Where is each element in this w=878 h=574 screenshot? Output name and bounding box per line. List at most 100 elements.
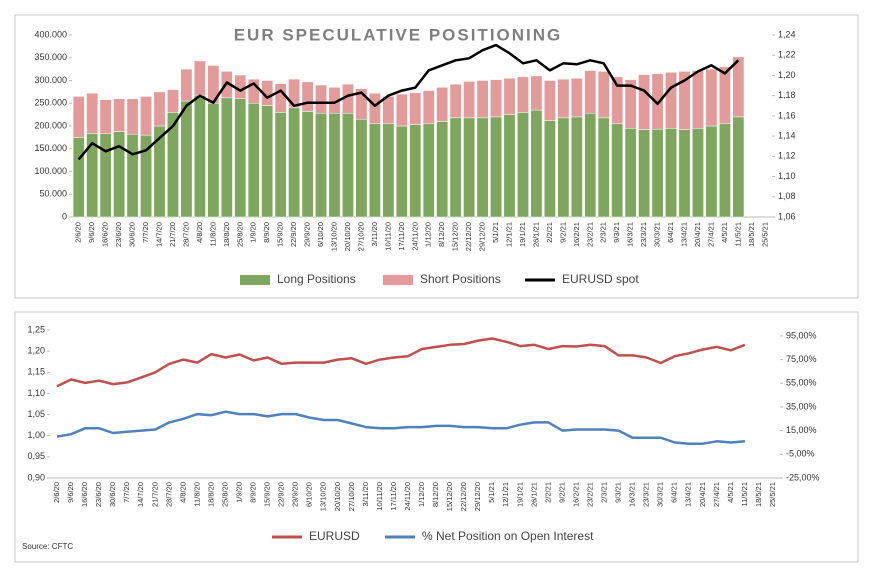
y2-tick-label: 1,06	[778, 211, 796, 221]
x-tick-label: 6/4/21	[666, 222, 675, 243]
x-tick-label: 3/11/20	[361, 482, 370, 506]
x-tick-label: 11/5/21	[740, 482, 749, 506]
y2-tick-label: 35,00%	[786, 401, 817, 411]
x-tick-label: 4/5/21	[720, 222, 729, 243]
y-tick-label: 1,10	[27, 388, 45, 398]
x-tick-label: 25/8/20	[220, 482, 229, 507]
x-tick-label: 9/3/21	[614, 482, 623, 503]
y-tick-label: 200.000	[34, 120, 67, 130]
x-tick-label: 13/10/20	[329, 222, 338, 251]
x-tick-label: 27/4/21	[706, 222, 715, 247]
legend-label: Short Positions	[420, 272, 501, 286]
bar	[449, 83, 462, 119]
bar	[651, 73, 664, 130]
x-tick-label: 23/6/20	[114, 222, 123, 247]
bar	[651, 128, 664, 218]
bar	[638, 74, 651, 130]
y-tick-label: 250.000	[34, 98, 67, 108]
x-tick-label: 10/11/20	[375, 482, 384, 511]
bar	[530, 75, 543, 111]
x-tick-label: 23/3/21	[642, 482, 651, 507]
x-tick-label: 7/7/20	[122, 482, 131, 503]
x-tick-label: 26/1/21	[531, 222, 540, 247]
x-tick-label: 16/6/20	[80, 482, 89, 507]
x-tick-label: 22/12/20	[464, 222, 473, 251]
x-tick-label: 18/5/21	[747, 222, 756, 247]
x-tick-label: 4/8/20	[195, 222, 204, 243]
x-tick-label: 2/6/20	[52, 482, 61, 503]
y2-tick-label: 1,12	[778, 151, 796, 161]
x-tick-label: 22/12/20	[459, 482, 468, 511]
y-tick-label: 0,90	[27, 472, 45, 482]
bar	[463, 81, 476, 119]
bar	[288, 107, 301, 218]
x-tick-label: 18/5/21	[754, 482, 763, 507]
bar	[382, 123, 395, 218]
x-tick-label: 1/9/20	[235, 482, 244, 503]
x-tick-label: 27/10/20	[356, 222, 365, 251]
x-tick-label: 11/8/20	[192, 482, 201, 506]
x-tick-label: 26/1/21	[529, 482, 538, 507]
y2-tick-label: 1,16	[778, 110, 796, 120]
x-tick-label: 18/8/20	[222, 222, 231, 247]
bar	[99, 99, 112, 134]
legend-label: EURUSD	[309, 529, 360, 543]
bar	[517, 112, 529, 218]
y-tick-label: 400.000	[34, 29, 67, 39]
x-tick-label: 28/7/20	[181, 222, 190, 247]
x-tick-label: 30/6/20	[128, 222, 137, 247]
x-tick-label: 13/4/21	[684, 482, 693, 507]
bar	[247, 103, 260, 218]
y2-tick-label: 1,24	[778, 29, 796, 39]
y-tick-label: 1,15	[27, 367, 45, 377]
y2-tick-label: 95,00%	[786, 330, 817, 340]
x-tick-label: 22/9/20	[289, 222, 298, 247]
x-tick-label: 27/4/21	[712, 482, 721, 507]
bar	[140, 96, 152, 136]
bar	[503, 114, 516, 218]
y-tick-label: 0,95	[27, 451, 45, 461]
bar	[692, 70, 704, 129]
bar	[718, 66, 731, 124]
x-tick-label: 17/11/20	[389, 482, 398, 511]
y2-tick-label: 75,00%	[786, 354, 817, 364]
bar	[678, 129, 691, 218]
bar	[261, 105, 274, 218]
x-tick-label: 8/9/20	[249, 482, 258, 503]
y-tick-label: 1,05	[27, 409, 45, 419]
x-tick-label: 23/2/21	[585, 482, 594, 507]
bar	[665, 72, 677, 129]
bar	[409, 92, 422, 125]
x-tick-label: 2/6/20	[74, 222, 83, 243]
bar	[597, 117, 610, 218]
x-tick-label: 24/11/20	[403, 482, 412, 511]
x-tick-label: 6/4/21	[670, 482, 679, 503]
x-tick-label: 13/10/20	[319, 482, 328, 511]
bar	[99, 133, 112, 218]
x-tick-label: 29/9/20	[303, 222, 312, 247]
x-tick-label: 16/2/21	[572, 222, 581, 247]
bar	[476, 80, 489, 119]
x-tick-label: 7/7/20	[141, 222, 150, 243]
bar	[126, 98, 139, 135]
x-tick-label: 29/12/20	[478, 222, 487, 251]
bar	[517, 76, 529, 113]
y2-tick-label: 1,10	[778, 171, 796, 181]
x-tick-label: 8/12/20	[437, 222, 446, 247]
bar	[638, 129, 651, 218]
bar	[113, 98, 126, 132]
y-tick-label: 1,20	[27, 346, 45, 356]
bar	[570, 77, 583, 118]
bar	[463, 117, 476, 218]
bar	[409, 124, 422, 218]
bar	[180, 100, 193, 218]
x-tick-label: 8/12/20	[431, 482, 440, 507]
x-tick-label: 5/1/21	[491, 222, 500, 243]
bar	[584, 113, 597, 218]
x-tick-label: 2/3/21	[599, 222, 608, 243]
bar	[153, 91, 166, 127]
legend-swatch	[383, 275, 413, 285]
x-tick-label: 4/8/20	[178, 482, 187, 503]
y-tick-label: 0	[62, 211, 67, 221]
y2-tick-label: -25,00%	[786, 472, 820, 482]
